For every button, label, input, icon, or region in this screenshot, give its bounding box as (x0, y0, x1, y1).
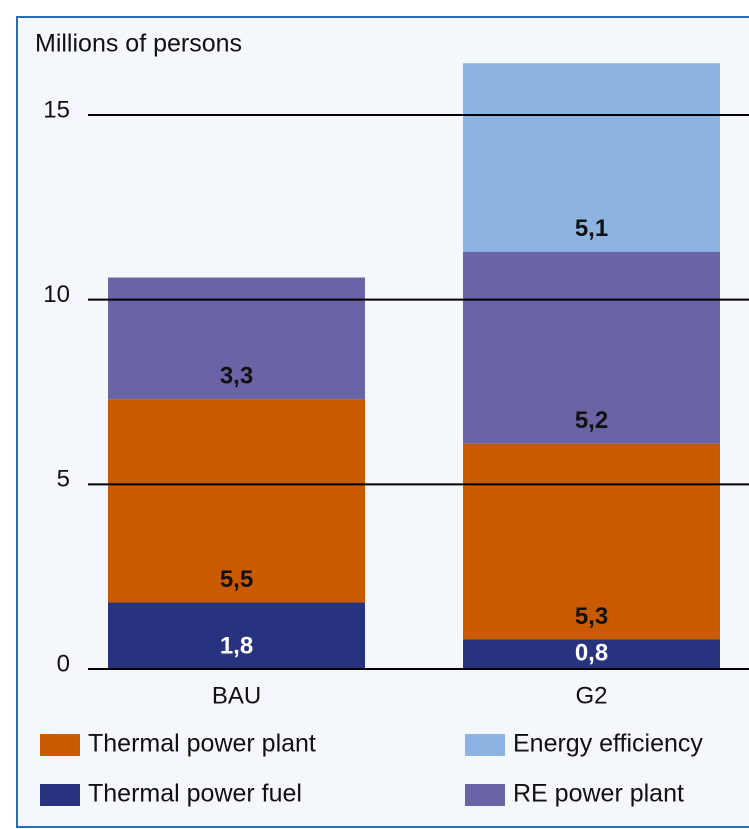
x-tick-label: BAU (212, 682, 261, 709)
legend-swatch (40, 734, 80, 756)
data-label: 3,3 (220, 363, 253, 390)
data-label: 5,1 (575, 215, 608, 242)
bar-segment (108, 399, 365, 603)
y-tick-label: 0 (57, 650, 70, 677)
data-label: 1,8 (220, 632, 253, 659)
data-label: 0,8 (575, 640, 608, 667)
legend-label: Energy efficiency (513, 730, 703, 758)
legend-label: RE power plant (513, 780, 684, 808)
bar-segment (108, 277, 365, 400)
data-label: 5,5 (220, 566, 253, 593)
legend-swatch (465, 734, 505, 756)
data-label: 5,3 (575, 603, 608, 630)
y-tick-label: 10 (43, 281, 70, 308)
bar-segment (108, 602, 365, 669)
bar-segment (463, 251, 720, 444)
bar-segment (463, 63, 720, 252)
data-label: 5,2 (575, 407, 608, 434)
y-axis-label: Millions of persons (35, 30, 242, 58)
x-tick-label: G2 (575, 682, 607, 709)
bar-segment (463, 639, 720, 669)
legend-label: Thermal power plant (88, 730, 316, 758)
y-tick-label: 15 (43, 96, 70, 123)
legend-swatch (40, 784, 80, 806)
y-tick-label: 5 (57, 466, 70, 493)
legend-label: Thermal power fuel (88, 780, 302, 808)
legend-swatch (465, 784, 505, 806)
bar-segment (463, 443, 720, 640)
